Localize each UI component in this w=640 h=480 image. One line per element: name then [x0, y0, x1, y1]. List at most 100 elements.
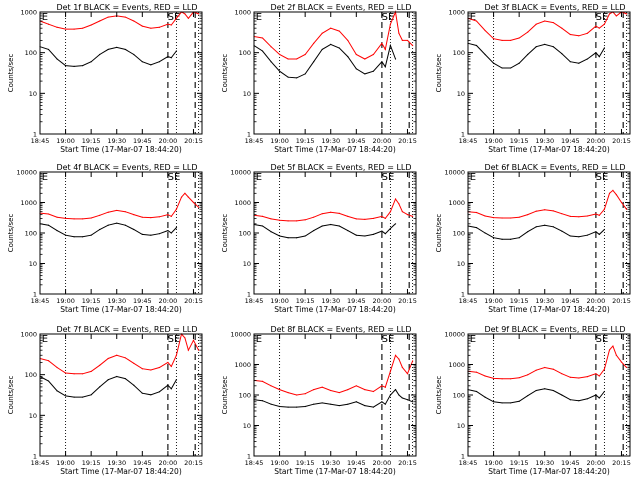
y-tick-label: 1000	[448, 361, 465, 369]
event-marker-label: SE	[168, 172, 181, 183]
y-tick-label: 100	[453, 230, 465, 238]
data-point-lld	[82, 373, 84, 375]
data-point-lld	[296, 220, 298, 222]
data-point-lld	[389, 370, 392, 372]
event-marker-label: SE	[596, 172, 609, 183]
x-tick-label: 19:15	[296, 459, 315, 467]
data-point-lld	[384, 386, 386, 388]
chart-title: Det 6f BLACK = Events, RED = LLD	[484, 163, 625, 172]
data-point-lld	[484, 215, 486, 217]
data-point-events	[47, 224, 50, 226]
data-point-lld	[64, 217, 67, 220]
data-point-lld	[158, 26, 160, 28]
data-point-lld	[287, 391, 289, 394]
y-tick-label: 100	[239, 49, 251, 57]
event-marker-label: E	[256, 12, 262, 23]
data-point-events	[304, 235, 306, 237]
data-point-lld	[287, 58, 289, 60]
data-point-lld	[107, 211, 109, 213]
chart-panel-4: Det 4f BLACK = Events, RED = LLD E SE 1 10 10…	[7, 163, 203, 314]
data-point-lld	[99, 214, 101, 216]
data-point-events	[501, 67, 503, 69]
data-point-lld	[535, 210, 537, 212]
data-point-lld	[401, 211, 403, 213]
data-point-events	[510, 67, 512, 69]
data-point-lld	[82, 218, 84, 220]
data-point-lld	[270, 385, 272, 387]
data-point-lld	[56, 216, 58, 218]
data-point-events	[167, 56, 169, 58]
data-point-lld	[552, 368, 554, 370]
data-point-events	[175, 227, 178, 229]
data-point-events	[364, 73, 366, 75]
x-tick-label: 19:30	[321, 297, 340, 305]
event-marker-label: E	[256, 172, 262, 183]
x-tick-label: 19:45	[561, 459, 580, 467]
x-tick-label: 18:45	[245, 137, 264, 145]
data-point-events	[170, 57, 172, 59]
x-tick-label: 19:00	[56, 297, 75, 305]
data-point-lld	[133, 20, 135, 22]
data-point-lld	[527, 31, 529, 33]
y-tick-label: 1	[461, 453, 465, 461]
data-point-lld	[197, 206, 200, 208]
data-point-events	[561, 230, 563, 232]
data-point-lld	[261, 215, 264, 218]
data-point-events	[595, 52, 597, 54]
y-axis-label: Counts/sec	[221, 214, 229, 253]
data-point-lld	[330, 211, 332, 213]
data-point-lld	[398, 32, 400, 34]
data-point-lld	[133, 362, 135, 364]
data-point-lld	[355, 53, 357, 56]
y-tick-label: 1000	[234, 9, 251, 17]
y-tick-label: 1	[461, 131, 465, 139]
data-point-lld	[394, 354, 397, 356]
x-tick-label: 19:30	[321, 137, 340, 145]
data-point-events	[384, 403, 386, 405]
data-point-lld	[518, 216, 520, 218]
data-point-lld	[603, 23, 606, 25]
data-point-lld	[501, 378, 503, 380]
data-point-events	[372, 233, 374, 235]
data-point-events	[107, 48, 109, 51]
data-point-lld	[187, 349, 189, 351]
data-point-lld	[47, 213, 50, 215]
x-tick-label: 19:00	[270, 297, 289, 305]
axes-frame	[39, 333, 203, 457]
data-point-lld	[608, 192, 611, 194]
data-point-events	[167, 384, 169, 386]
series-line-lld	[253, 197, 413, 222]
x-tick-label: 20:15	[184, 459, 203, 467]
data-point-events	[586, 398, 588, 400]
data-point-events	[141, 233, 143, 235]
x-tick-label: 18:45	[31, 297, 50, 305]
data-point-lld	[47, 360, 50, 362]
x-tick-label: 20:15	[398, 459, 417, 467]
data-point-events	[411, 401, 414, 403]
data-point-lld	[372, 217, 374, 220]
data-point-events	[107, 224, 109, 226]
chart-title: Det 7f BLACK = Events, RED = LLD	[56, 325, 197, 334]
data-point-lld	[287, 220, 289, 222]
data-point-events	[330, 43, 332, 45]
data-point-lld	[401, 39, 403, 42]
data-point-events	[394, 58, 397, 60]
data-point-events	[569, 235, 571, 237]
data-point-events	[56, 390, 58, 392]
x-axis-label: Start Time (17-Mar-07 18:44:20)	[60, 305, 182, 314]
y-tick-label: 10	[457, 422, 465, 430]
x-tick-label: 20:15	[612, 459, 631, 467]
data-point-lld	[187, 17, 189, 19]
data-point-events	[381, 401, 383, 403]
y-axis-label: Counts/sec	[221, 376, 229, 415]
x-axis-label: Start Time (17-Mar-07 18:44:20)	[274, 467, 396, 476]
data-point-events	[544, 43, 546, 45]
data-point-lld	[158, 366, 160, 369]
data-point-events	[278, 235, 281, 237]
data-point-lld	[133, 214, 135, 216]
data-point-lld	[347, 39, 349, 42]
event-marker-label: E	[42, 334, 48, 345]
x-tick-label: 20:15	[184, 297, 203, 305]
data-point-events	[603, 390, 606, 393]
event-marker-label: SE	[382, 12, 395, 23]
